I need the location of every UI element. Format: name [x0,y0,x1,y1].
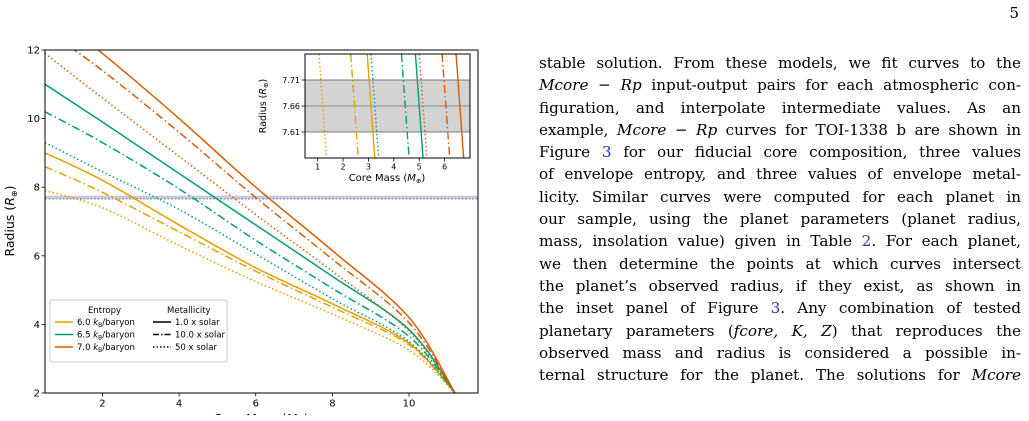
series-line-8 [455,54,465,158]
x-tick-label: 6 [253,399,259,410]
x-tick-label: 2 [341,163,346,172]
x-tick-label: 3 [366,163,371,172]
legend-entropy-title: Entropy [88,306,121,316]
figure-ref-link[interactable]: 3 [770,299,781,318]
series-line-0 [45,152,456,393]
text-line: Figure 3 for our fiducial core compositi… [539,143,1022,162]
series-line-7 [441,54,451,158]
text-line: example, Mcore − Rp curves for TOI-1338 … [539,120,1021,139]
text-line: Mcore − Rp input-output pairs for each a… [539,76,1021,95]
body-text: stable solution. From these models, we f… [539,52,1021,386]
x-tick-label: 6 [442,163,447,172]
series-line-3 [45,83,456,393]
series-line-3 [370,54,380,158]
text-line: observed mass and radius is considered a… [539,343,1021,362]
text-line: the inset panel of Figure 3. Any combina… [539,299,1021,318]
figure-ref-link[interactable]: 3 [601,143,612,162]
inset-x-ticks: 1 2 3 4 5 6 [315,158,447,172]
table-ref-link[interactable]: 2 [861,232,872,251]
text-line: of envelope entropy, and three values of… [539,165,1021,184]
legend-label-entropy: 6.5 kB/baryon [77,331,135,342]
text-line: planetary parameters (fcore, K, Z) that … [539,321,1021,340]
series-line-1 [45,165,456,393]
text-line: licity. Similar curves were computed for… [539,187,1021,206]
text-line: we then determine the points at which cu… [539,254,1021,273]
main-y-axis-label: Radius (R⊕) [2,185,19,256]
text-line: the planet’s observed radius, if they ex… [539,276,1021,295]
legend-metallicity-items: 1.0 x solar 10.0 x solar 50 x solar [153,318,226,353]
legend-label-entropy: 6.0 kB/baryon [77,318,135,329]
text-line: figuration, and interpolate intermediate… [539,98,1021,117]
inset-y-axis-label: Radius (R⊕) [258,79,270,133]
y-tick-label: 7.66 [282,102,300,111]
main-axes-frame [44,49,479,394]
y-tick-label: 4 [34,320,40,331]
series-line-5 [45,141,456,393]
main-x-axis-label: Core Mass (M⊕) [213,411,309,415]
y-tick-label: 7.71 [282,76,300,85]
text-line: our sample, using the planet parameters … [539,210,1021,229]
x-tick-label: 4 [391,163,396,172]
y-tick-label: 2 [34,389,40,400]
series-line-5 [414,54,424,158]
inset-y-ticks: 7.61 7.66 7.71 [282,76,305,137]
page-number: 5 [1009,4,1019,22]
radius-uncertainty-band [45,195,478,199]
text-line: stable solution. From these models, we f… [539,54,1021,72]
series-line-8 [45,52,456,393]
y-tick-label: 12 [27,46,40,57]
inset-plot: 1 2 3 4 5 6 7.61 7.66 7.71 Core Mass (M⊕) Radiu… [258,53,471,185]
series-line-7 [73,50,456,393]
x-tick-label: 5 [417,163,422,172]
observed-radius-band [45,195,478,200]
y-tick-label: 6 [34,251,40,262]
series-line-6 [418,54,428,158]
y-tick-label: 10 [27,114,40,125]
series-line-6 [97,50,456,393]
x-tick-label: 1 [315,163,320,172]
series-line-4 [45,111,456,393]
series-line-4 [400,54,410,158]
inset-x-axis-label: Core Mass (M⊕) [349,173,426,185]
legend-label-metallicity: 50 x solar [175,343,217,353]
legend-metallicity-title: Metallicity [167,306,211,316]
main-series-lines [45,50,456,393]
x-tick-label: 8 [329,399,335,410]
series-line-1 [349,54,360,158]
text-line: ternal structure for the planet. The sol… [539,366,1022,385]
legend-label-metallicity: 10.0 x solar [175,331,226,341]
text-line: mass, insolation value) given in Table 2… [539,232,1021,251]
main-x-ticks: 2 4 6 8 10 [99,393,415,410]
legend-label-metallicity: 1.0 x solar [175,318,220,328]
main-y-ticks: 2 4 6 8 10 12 [27,46,45,400]
math-mcore-rp: Mcore − Rp [539,76,642,95]
series-line-0 [318,54,328,158]
x-tick-label: 4 [176,399,182,410]
legend-label-entropy: 7.0 kB/baryon [77,343,135,354]
y-tick-label: 7.61 [282,128,300,137]
y-tick-label: 8 [34,183,40,194]
x-tick-label: 2 [99,399,105,410]
inset-series-lines [318,54,465,158]
legend: Entropy Metallicity 6.0 kB/baryon 6.5 kB/… [49,299,228,363]
inset-observed-radius-band [305,79,470,133]
x-tick-label: 10 [403,399,416,410]
series-line-2 [366,54,376,158]
